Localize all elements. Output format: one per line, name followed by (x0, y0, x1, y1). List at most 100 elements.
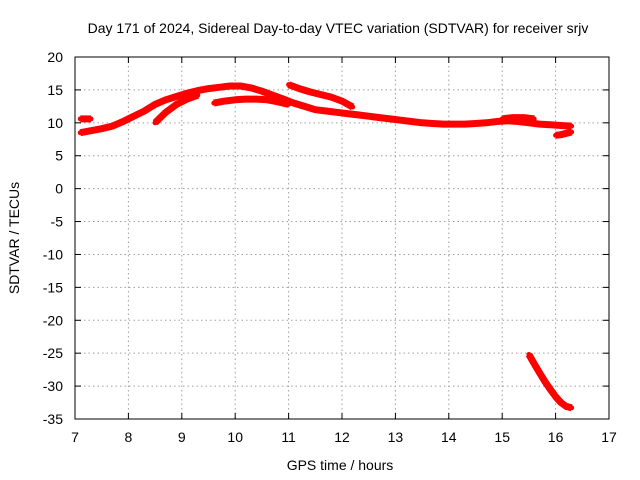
x-axis-label: GPS time / hours (287, 457, 394, 473)
data-point (323, 108, 329, 114)
data-point (334, 109, 340, 115)
y-tick-label: 0 (55, 181, 63, 197)
data-point (206, 86, 211, 92)
x-tick-label: 14 (441, 429, 457, 445)
data-point (451, 121, 457, 127)
data-point (387, 116, 393, 122)
series-track-a (77, 82, 575, 137)
data-point (355, 112, 361, 118)
data-point (569, 405, 575, 411)
data-point (184, 90, 190, 96)
data-point (243, 96, 249, 102)
data-point (344, 111, 350, 117)
data-point (163, 97, 169, 103)
y-tick-label: -10 (43, 246, 63, 262)
grid-lines (75, 57, 609, 419)
series-track-e (499, 114, 537, 123)
data-point (494, 119, 500, 124)
data-point (558, 400, 564, 405)
series-line (501, 114, 535, 123)
x-tick-label: 15 (494, 429, 510, 445)
x-tick-label: 7 (71, 429, 79, 445)
x-tick-label: 11 (281, 429, 296, 445)
data-point (531, 116, 537, 122)
y-axis-label: SDTVAR / TECUs (6, 182, 22, 294)
chart-title: Day 171 of 2024, Sidereal Day-to-day VTE… (88, 20, 589, 36)
data-point (462, 121, 468, 127)
y-tick-label: -30 (43, 378, 63, 394)
data-point (163, 109, 169, 115)
y-tick-label: 5 (55, 148, 63, 164)
y-tick-label: 10 (47, 115, 63, 131)
data-point (376, 115, 382, 121)
data-point (141, 108, 147, 114)
y-tick-label: -15 (43, 279, 63, 295)
data-point (558, 123, 564, 128)
data-point (350, 104, 356, 110)
data-point (254, 96, 260, 102)
data-point (174, 101, 179, 107)
data-point (77, 116, 83, 122)
data-point (553, 132, 559, 138)
data-point (222, 98, 227, 104)
data-point (547, 122, 553, 128)
data-point (542, 379, 548, 384)
data-point (83, 116, 89, 122)
data-point (174, 94, 179, 99)
data-point (307, 89, 313, 95)
y-tick-label: -25 (43, 345, 63, 361)
y-tick-label: -35 (43, 411, 63, 427)
x-tick-label: 9 (178, 429, 186, 445)
series-track-b (152, 91, 201, 126)
data-point (521, 115, 527, 121)
data-point (227, 83, 233, 89)
data-point (216, 84, 222, 90)
data-point (312, 107, 318, 113)
data-point (569, 123, 575, 129)
data-point (366, 113, 372, 119)
y-tick-label: -5 (51, 214, 64, 230)
data-point (211, 100, 217, 106)
data-point (291, 100, 297, 106)
data-point (195, 88, 201, 94)
data-point (339, 98, 345, 104)
data-point (264, 97, 270, 103)
series-track-h (525, 352, 575, 412)
data-point (238, 83, 243, 89)
data-point (88, 116, 94, 122)
data-point (275, 99, 281, 105)
data-point (296, 86, 302, 92)
x-tick-label: 16 (548, 429, 564, 445)
data-point (553, 394, 559, 400)
data-point (563, 404, 569, 409)
x-tick-label: 13 (388, 429, 404, 445)
data-point (441, 121, 446, 127)
tick-labels: 7 8 9 10 11 12 13 14 15 16 17 -35 -30 -25 -20 -15 -10 -5 0… (43, 49, 617, 445)
data-point (302, 103, 308, 109)
data-point (430, 121, 436, 126)
data-point (328, 94, 334, 100)
y-tick-label: 20 (47, 49, 63, 65)
y-tick-label: 15 (47, 82, 63, 98)
series-track-f (77, 115, 94, 123)
data-point (232, 97, 238, 103)
series-track-g (553, 128, 575, 139)
data-point (558, 132, 564, 138)
series-line (555, 128, 573, 139)
data-point (259, 88, 265, 94)
data-point (184, 96, 190, 102)
data-point (248, 85, 254, 91)
data-point (77, 130, 83, 136)
data-point (131, 113, 137, 119)
data-point (318, 92, 324, 97)
data-point (152, 120, 158, 126)
y-tick-label: -20 (43, 312, 63, 328)
data-point (286, 101, 292, 107)
data-point (195, 92, 201, 98)
data-point (537, 121, 543, 127)
data-point (510, 115, 516, 121)
data-point (109, 123, 115, 129)
data-point (547, 386, 553, 392)
data-point (499, 116, 505, 122)
